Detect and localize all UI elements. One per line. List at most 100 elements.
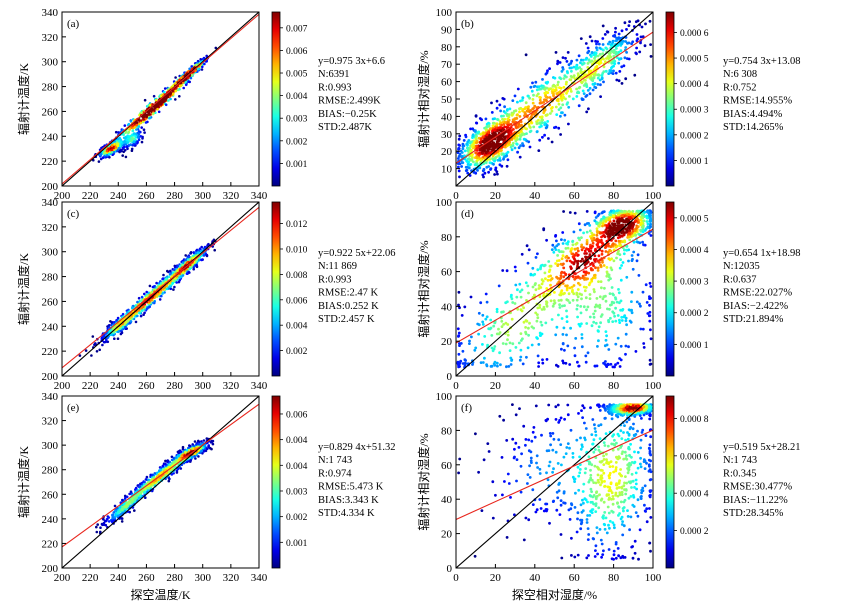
scatter-point [644,22,647,26]
scatter-point [535,94,539,98]
scatter-point [640,221,643,225]
scatter-point [127,130,131,134]
scatter-point [457,165,460,169]
scatter-point [627,213,631,217]
scatter-point [547,270,551,273]
scatter-point [137,138,141,142]
scatter-point [511,118,515,122]
x-tick-label: 320 [223,190,240,202]
scatter-point [608,292,612,295]
scatter-point [582,246,585,250]
scatter-point [604,246,607,250]
stat-line: R:0.752 [723,82,757,93]
scatter-point [142,128,146,131]
scatter-point [155,281,158,285]
scatter-point [537,284,541,287]
scatter-point [627,57,631,61]
scatter-point [566,101,570,104]
scatter-point [482,162,486,166]
scatter-point [576,247,579,250]
scatter-point [488,158,492,161]
scatter-point [571,243,575,247]
scatter-point [619,299,623,303]
scatter-point [620,29,624,33]
scatter-point [572,292,576,296]
scatter-point [484,161,488,165]
scatter-point [125,145,128,149]
scatter-point [175,281,178,284]
scatter-point [614,342,618,346]
scatter-point [522,306,525,310]
scatter-point [642,243,645,247]
scatter-point [489,127,493,130]
scatter-point [172,279,175,283]
scatter-point [588,293,592,296]
x-tick-label: 80 [608,380,620,392]
scatter-point [641,228,645,232]
scatter-point [624,352,627,356]
scatter-point [200,68,204,71]
scatter-point [580,336,584,340]
scatter-point [498,351,501,355]
scatter-point [116,316,120,320]
scatter-point [583,263,587,267]
scatter-point [551,243,555,247]
scatter-point [519,348,523,352]
scatter-point [609,69,613,72]
scatter-point [460,314,464,317]
scatter-point [613,35,617,38]
scatter-point [600,249,604,253]
scatter-point [623,21,627,25]
scatter-point [547,260,551,263]
scatter-point [464,135,468,139]
scatter-point [538,303,542,307]
scatter-point [604,338,608,342]
scatter-point [103,152,107,155]
scatter-point [515,295,519,299]
scatter-point [161,277,165,280]
scatter-point [526,346,530,350]
scatter-point [565,286,569,290]
scatter-point [640,212,644,216]
scatter-point [462,139,466,142]
scatter-point [514,139,518,143]
scatter-point [122,133,125,136]
scatter-point [565,259,569,263]
y-tick-label: 40 [441,111,453,123]
scatter-point [531,285,535,289]
y-tick-label: 340 [42,197,59,209]
scatter-point [596,241,600,245]
stat-line: RMSE:2.47 K [318,288,379,299]
colorbar-tick-label: 0.000 5 [680,55,709,65]
panel-b: 0 20 40 60 80 100102030405060708090100(b)辐射计相… [416,7,800,202]
scatter-point [615,256,618,260]
y-tick-label: 300 [42,247,59,259]
scatter-point [123,323,126,326]
scatter-point [168,272,172,276]
scatter-point [584,270,588,274]
scatter-point [638,241,642,245]
scatter-point [499,109,502,113]
scatter-point [619,278,623,282]
scatter-point [572,65,576,69]
scatter-point [561,103,565,107]
scatter-point [461,147,465,151]
scatter-point [550,140,554,144]
scatter-point [582,231,585,235]
scatter-point [145,290,148,294]
scatter-point [561,242,565,245]
scatter-point [461,362,465,365]
scatter-point [169,93,172,96]
scatter-point [616,236,620,240]
scatter-point [528,110,531,114]
scatter-point [505,109,509,112]
y-tick-label: 240 [42,131,59,143]
scatter-point [575,95,579,98]
scatter-point [585,322,589,325]
colorbar-tick-label: 0.000 1 [680,157,709,167]
scatter-point [597,325,601,329]
panel-c: 200 220 240 260 280 300 320 3402002202402602803… [16,197,395,392]
scatter-point [548,96,552,99]
scatter-point [598,261,601,264]
scatter-point [563,74,567,78]
